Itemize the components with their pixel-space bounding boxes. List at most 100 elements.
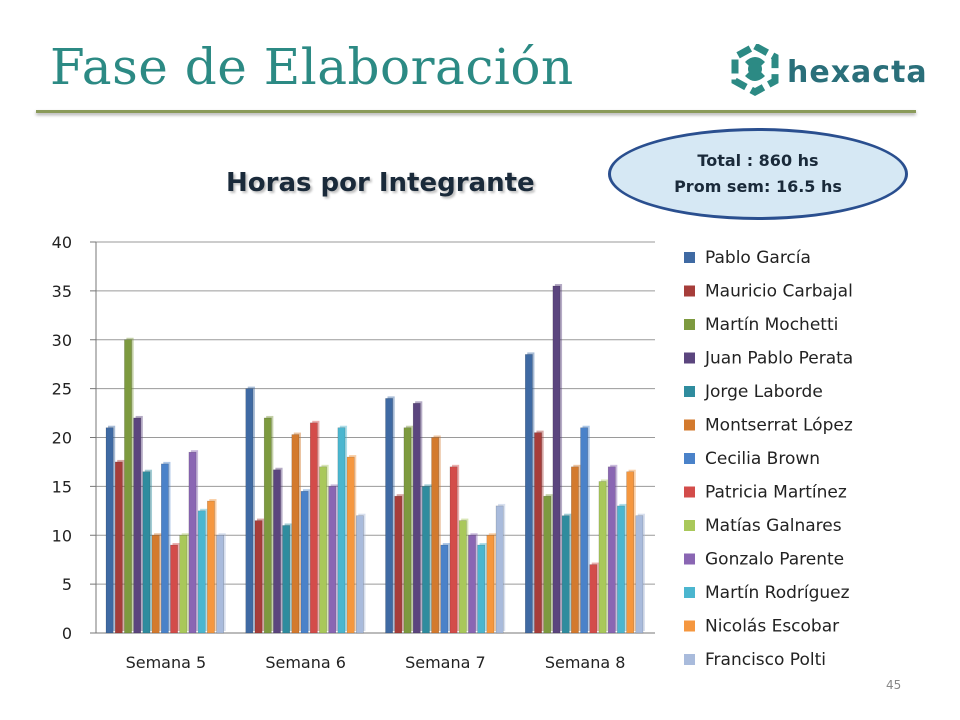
legend-swatch bbox=[684, 252, 695, 263]
bar bbox=[477, 543, 487, 634]
bar bbox=[254, 518, 265, 634]
bar bbox=[346, 455, 357, 634]
bar bbox=[561, 513, 572, 634]
bar bbox=[188, 450, 199, 634]
bar-face bbox=[607, 466, 616, 634]
bar bbox=[328, 484, 338, 634]
bar bbox=[525, 352, 535, 634]
bar bbox=[543, 494, 553, 634]
bar bbox=[291, 432, 301, 634]
bar bbox=[580, 425, 590, 634]
legend-swatch bbox=[684, 587, 695, 598]
bar bbox=[440, 543, 450, 634]
bar bbox=[431, 435, 441, 634]
legend-swatch bbox=[684, 352, 695, 364]
hexacta-logo: hexacta bbox=[725, 42, 927, 104]
legend-swatch bbox=[684, 486, 695, 498]
legend-item: Mauricio Carbajal bbox=[684, 282, 853, 302]
bar-face bbox=[207, 500, 215, 634]
hexacta-logo-icon: hexacta bbox=[731, 42, 927, 96]
bar-face bbox=[328, 486, 337, 634]
y-tick-label: 15 bbox=[52, 477, 72, 496]
bar-face bbox=[309, 422, 318, 634]
bar bbox=[571, 464, 581, 634]
bar-face bbox=[151, 535, 160, 634]
legend-item: Nicolás Escobar bbox=[684, 617, 839, 637]
legend: Pablo García Mauricio Carbajal Martín Moch… bbox=[684, 248, 853, 670]
bar bbox=[197, 508, 208, 634]
legend-swatch bbox=[684, 654, 695, 665]
bar-face bbox=[561, 515, 570, 634]
bar-face bbox=[486, 535, 495, 634]
bar-face bbox=[245, 388, 254, 634]
bar bbox=[422, 484, 432, 634]
slide-title: Fase de Elaboración bbox=[50, 38, 574, 96]
bar-face bbox=[626, 471, 635, 634]
bar bbox=[151, 533, 162, 634]
legend-label: Francisco Polti bbox=[705, 650, 826, 670]
bar bbox=[598, 479, 609, 634]
bar-face bbox=[431, 437, 439, 634]
bar bbox=[282, 523, 292, 634]
bar-face bbox=[477, 544, 486, 634]
bar-face bbox=[346, 456, 355, 634]
legend-label: Matías Galnares bbox=[705, 516, 842, 536]
bar-face bbox=[105, 427, 114, 634]
bar-face bbox=[263, 417, 272, 634]
legend-swatch bbox=[684, 285, 695, 297]
bar bbox=[356, 513, 366, 634]
bar-face bbox=[449, 466, 458, 634]
y-tick-label: 10 bbox=[52, 526, 72, 545]
legend-swatch bbox=[684, 419, 695, 431]
legend-label: Nicolás Escobar bbox=[705, 617, 839, 637]
legend-item: Montserrat López bbox=[684, 416, 853, 436]
bar-face bbox=[598, 481, 607, 634]
y-tick-label: 40 bbox=[52, 233, 72, 252]
bar bbox=[161, 461, 171, 634]
bar-face bbox=[422, 486, 430, 634]
bar bbox=[449, 464, 460, 634]
bar bbox=[133, 415, 143, 634]
bar bbox=[617, 503, 627, 634]
bar-face bbox=[635, 515, 644, 634]
bar bbox=[300, 489, 311, 634]
legend-swatch bbox=[684, 386, 695, 397]
legend-item: Juan Pablo Perata bbox=[684, 349, 853, 369]
bar bbox=[170, 543, 180, 634]
bar bbox=[245, 386, 255, 634]
legend-item: Matías Galnares bbox=[684, 516, 842, 536]
legend-item: Martín Rodríguez bbox=[684, 583, 850, 603]
bar-face bbox=[385, 398, 393, 634]
bar bbox=[394, 494, 404, 634]
bar-face bbox=[188, 451, 197, 634]
bars bbox=[105, 283, 645, 634]
x-tick-label: Semana 8 bbox=[545, 653, 626, 672]
bar bbox=[458, 518, 469, 634]
bar-face bbox=[291, 434, 300, 634]
x-tick-label: Semana 6 bbox=[265, 653, 346, 672]
legend-item: Martín Mochetti bbox=[684, 315, 838, 335]
bar bbox=[337, 425, 348, 634]
bar bbox=[552, 283, 563, 634]
bar-face bbox=[543, 495, 552, 634]
page-number: 45 bbox=[886, 678, 902, 692]
bar-face bbox=[356, 515, 364, 634]
total-hours-callout: Total : 860 hs Prom sem: 16.5 hs bbox=[608, 128, 908, 220]
bar-face bbox=[458, 520, 467, 634]
legend-swatch bbox=[684, 453, 695, 464]
legend-label: Martín Rodríguez bbox=[705, 583, 850, 603]
bar bbox=[273, 467, 283, 634]
legend-swatch bbox=[684, 319, 695, 330]
bar-face bbox=[403, 427, 412, 634]
chart-title: Horas por Integrante bbox=[226, 168, 535, 198]
title-divider bbox=[36, 110, 916, 113]
bar bbox=[142, 469, 153, 634]
bar bbox=[124, 337, 134, 634]
bar bbox=[105, 425, 116, 634]
bar-face bbox=[300, 491, 309, 634]
legend-label: Jorge Laborde bbox=[704, 382, 823, 402]
bar bbox=[179, 533, 189, 634]
bar-face bbox=[589, 564, 598, 634]
bar bbox=[385, 396, 395, 634]
